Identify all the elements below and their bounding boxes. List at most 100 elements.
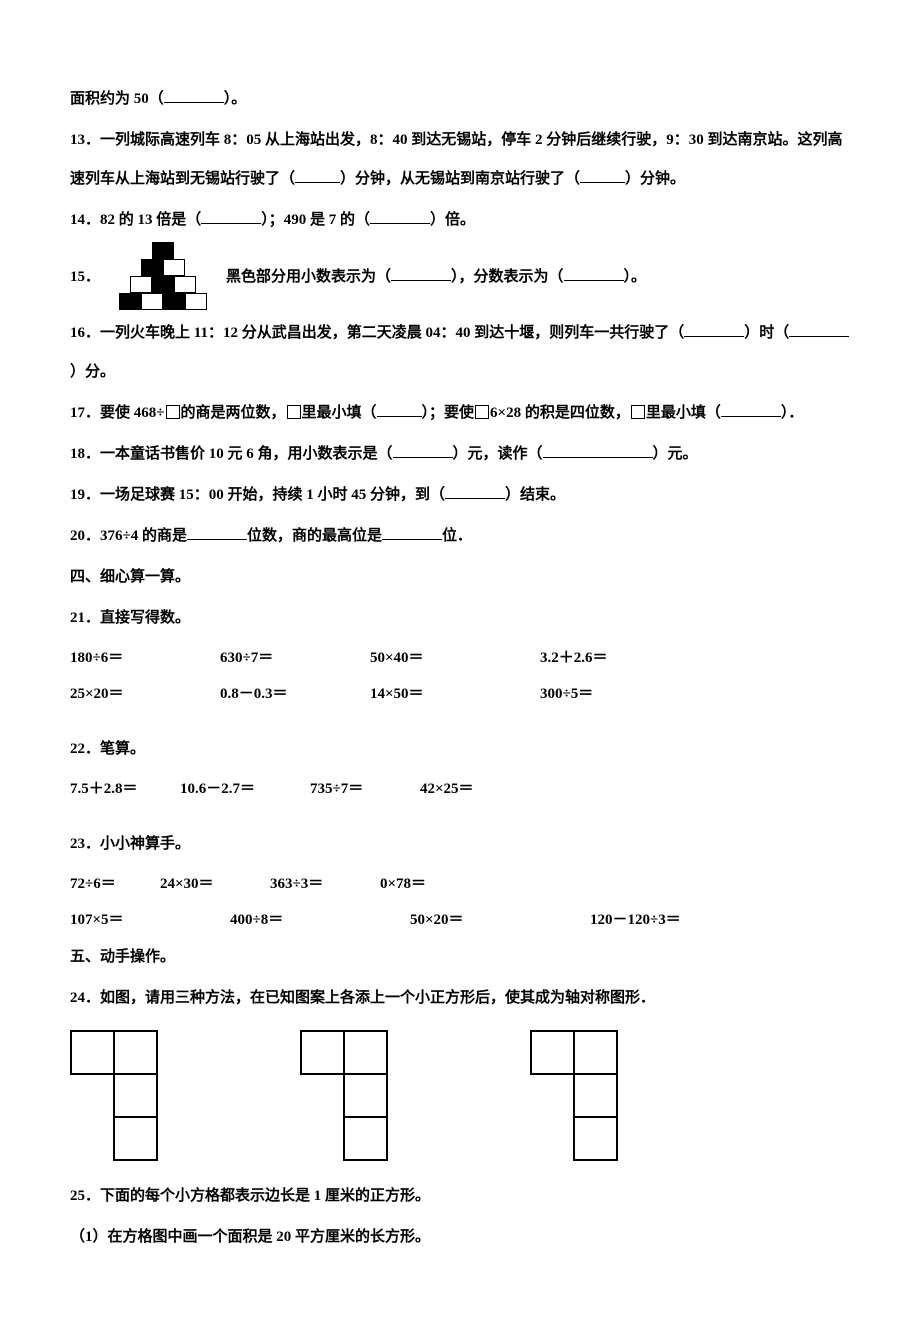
q17-p3: 里最小填（	[302, 405, 377, 421]
q25: 25．下面的每个小方格都表示边长是 1 厘米的正方形。	[70, 1177, 850, 1216]
calc-item: 300÷5＝	[540, 676, 690, 712]
q16-blank-1[interactable]	[684, 322, 744, 337]
q24-num: 24．	[70, 990, 100, 1006]
calc-item: 400÷8＝	[230, 902, 410, 938]
q22-num: 22．	[70, 741, 100, 757]
calc-item: 7.5＋2.8＝	[70, 771, 180, 807]
q25-text: 下面的每个小方格都表示边长是 1 厘米的正方形。	[100, 1188, 430, 1204]
q21-num: 21．	[70, 610, 100, 626]
q17-blank-1[interactable]	[377, 402, 422, 417]
q24: 24．如图，请用三种方法，在已知图案上各添上一个小正方形后，使其成为轴对称图形．	[70, 979, 850, 1018]
q13-blank-1[interactable]	[295, 168, 340, 183]
q13-num: 13．	[70, 132, 100, 148]
q20-blank-1[interactable]	[187, 525, 247, 540]
q22-title: 22．笔算。	[70, 730, 850, 769]
q20-p1: 376÷4 的商是	[100, 528, 187, 544]
q22-grid: 7.5＋2.8＝ 10.6－2.7＝ 735÷7＝ 42×25＝	[70, 771, 850, 807]
q24-text: 如图，请用三种方法，在已知图案上各添上一个小正方形后，使其成为轴对称图形．	[100, 990, 655, 1006]
q16-p3: ）分。	[70, 364, 115, 380]
q15-num: 15．	[70, 258, 100, 297]
q17-num: 17．	[70, 405, 100, 421]
q13-p2: ）分钟，从无锡站到南京站行驶了（	[340, 171, 580, 187]
q20-p2: 位数，商的最高位是	[247, 528, 382, 544]
pyramid-icon	[108, 242, 218, 312]
q14-p2: ）；490 是 7 的（	[261, 212, 370, 228]
q18-num: 18．	[70, 446, 100, 462]
q16-p1: 一列火车晚上 11：12 分从武昌出发，第二天凌晨 04：40 到达十堰，则列车…	[100, 325, 684, 341]
q17: 17．要使 468÷ 的商是两位数， 里最小填（ ）；要使 6×28 的积是四位数， 里最…	[70, 394, 850, 433]
q13: 13．一列城际高速列车 8：05 从上海站出发，8：40 到达无锡站，停车 2 …	[70, 121, 850, 199]
q14: 14．82 的 13 倍是（）；490 是 7 的（）倍。	[70, 201, 850, 240]
q23-text: 小小神算手。	[100, 836, 190, 852]
q15-p3: ）。	[624, 269, 647, 285]
q14-blank-2[interactable]	[370, 209, 430, 224]
q16-blank-2[interactable]	[789, 322, 849, 337]
q23-grid-b: 107×5＝ 400÷8＝ 50×20＝ 120－120÷3＝	[70, 902, 850, 938]
q17-p1: 要使 468÷	[100, 405, 164, 421]
tshape-1	[70, 1030, 160, 1165]
q12-tail: 面积约为 50（）。	[70, 80, 850, 119]
q21-grid: 180÷6＝ 630÷7＝ 50×40＝ 3.2＋2.6＝ 25×20＝ 0.8…	[70, 640, 850, 712]
q15-blank-2[interactable]	[564, 266, 624, 281]
calc-item: 0×78＝	[380, 866, 490, 902]
calc-item: 3.2＋2.6＝	[540, 640, 690, 676]
q18-p2: ）元，读作（	[453, 446, 543, 462]
q17-p5: 6×28 的积是四位数，	[490, 405, 630, 421]
q21-title: 21．直接写得数。	[70, 599, 850, 638]
calc-item: 363÷3＝	[270, 866, 380, 902]
q13-p3: ）分钟。	[625, 171, 685, 187]
section-4-title: 四、细心算一算。	[70, 558, 850, 597]
calc-item: 14×50＝	[370, 676, 540, 712]
q19: 19．一场足球赛 15：00 开始，持续 1 小时 45 分钟，到（）结束。	[70, 476, 850, 515]
calc-item: 120－120÷3＝	[590, 902, 770, 938]
q18-p1: 一本童话书售价 10 元 6 角，用小数表示是（	[100, 446, 393, 462]
q17-p4: ）；要使	[422, 405, 475, 421]
q16-num: 16．	[70, 325, 100, 341]
q20-p3: 位．	[442, 528, 472, 544]
q18-p3: ）元。	[653, 446, 698, 462]
q17-p7: ）．	[781, 405, 804, 421]
q17-p2: 的商是两位数，	[181, 405, 286, 421]
q12-blank[interactable]	[164, 88, 224, 103]
q17-box-4[interactable]	[631, 405, 645, 419]
q18-blank-2[interactable]	[543, 443, 653, 458]
tshape-3	[530, 1030, 620, 1165]
q19-num: 19．	[70, 487, 100, 503]
calc-item: 42×25＝	[420, 771, 530, 807]
section-5-title: 五、动手操作。	[70, 938, 850, 977]
q15-p2: ），分数表示为（	[451, 269, 564, 285]
calc-item: 180÷6＝	[70, 640, 220, 676]
calc-item: 0.8－0.3＝	[220, 676, 370, 712]
q14-blank-1[interactable]	[201, 209, 261, 224]
tshape-2	[300, 1030, 390, 1165]
q23-num: 23．	[70, 836, 100, 852]
calc-item: 24×30＝	[160, 866, 270, 902]
q16: 16．一列火车晚上 11：12 分从武昌出发，第二天凌晨 04：40 到达十堰，…	[70, 314, 850, 392]
q17-blank-2[interactable]	[721, 402, 781, 417]
q17-box-1[interactable]	[166, 405, 180, 419]
q15-p1: 黑色部分用小数表示为（	[226, 269, 391, 285]
calc-item: 50×40＝	[370, 640, 540, 676]
q19-blank[interactable]	[445, 484, 505, 499]
calc-item: 50×20＝	[410, 902, 590, 938]
q19-p1: 一场足球赛 15：00 开始，持续 1 小时 45 分钟，到（	[100, 487, 445, 503]
q25-sub1: （1）在方格图中画一个面积是 20 平方厘米的长方形。	[70, 1218, 850, 1257]
calc-item: 25×20＝	[70, 676, 220, 712]
q14-num: 14．	[70, 212, 100, 228]
q24-shapes	[70, 1030, 850, 1165]
q20-num: 20．	[70, 528, 100, 544]
q17-box-3[interactable]	[475, 405, 489, 419]
q15-blank-1[interactable]	[391, 266, 451, 281]
q14-p1: 82 的 13 倍是（	[100, 212, 201, 228]
calc-item: 107×5＝	[70, 902, 230, 938]
calc-item: 630÷7＝	[220, 640, 370, 676]
q23-title: 23．小小神算手。	[70, 825, 850, 864]
q22-text: 笔算。	[100, 741, 145, 757]
q20: 20．376÷4 的商是 位数，商的最高位是 位．	[70, 517, 850, 556]
q20-blank-2[interactable]	[382, 525, 442, 540]
q17-p6: 里最小填（	[646, 405, 721, 421]
q18-blank-1[interactable]	[393, 443, 453, 458]
q13-blank-2[interactable]	[580, 168, 625, 183]
q12-text-a: 面积约为 50（	[70, 91, 164, 107]
q17-box-2[interactable]	[287, 405, 301, 419]
